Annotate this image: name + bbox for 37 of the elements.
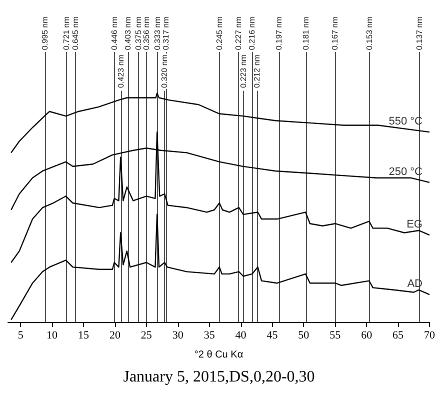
ref-line-label: 0.403 nm xyxy=(123,16,132,50)
ref-line-label: 0.223 nm xyxy=(238,54,248,88)
ref-line-label: 0.137 nm xyxy=(415,16,424,50)
ref-line-label: 0.721 nm xyxy=(62,16,71,50)
x-tick-label: 10 xyxy=(46,330,58,342)
x-tick-label: 70 xyxy=(424,330,436,342)
ref-line-label: 0.167 nm xyxy=(330,16,340,50)
ref-line-label: 0.356 nm xyxy=(142,16,151,50)
x-tick-label: 50 xyxy=(298,330,310,342)
ref-line-label: 0.212 nm xyxy=(252,54,262,88)
x-tick-label: 15 xyxy=(78,330,90,342)
x-tick-label: 30 xyxy=(172,330,184,342)
ref-line-label: 0.227 nm xyxy=(234,16,244,50)
x-tick-label: 65 xyxy=(392,330,404,342)
text: January 5, 2015,DS,0,20-0,30 xyxy=(123,368,315,386)
ref-line-label: 0.320 nm xyxy=(160,54,169,88)
x-axis-title: °2 θ Cu Kα xyxy=(194,350,244,360)
x-tick-label: 20 xyxy=(109,330,121,342)
ref-line-label: 0.317 nm xyxy=(162,16,171,50)
x-tick-label: 60 xyxy=(361,330,373,342)
x-tick-label: 35 xyxy=(204,330,216,342)
x-tick-label: 45 xyxy=(266,330,278,342)
x-tick-label: 40 xyxy=(235,330,247,342)
ref-line-label: 0.446 nm xyxy=(110,16,119,50)
ref-line-label: 0.333 nm xyxy=(152,16,162,50)
x-tick-label: 55 xyxy=(330,330,342,342)
ref-line-label: 0.153 nm xyxy=(364,16,374,50)
ref-line-label: 0.216 nm xyxy=(247,16,256,50)
ref-line-label: 0.645 nm xyxy=(70,16,80,50)
ref-line-label: 0.245 nm xyxy=(215,16,224,50)
x-tick-label: 5 xyxy=(18,330,24,342)
ref-line-label: 0.423 nm xyxy=(116,54,126,88)
ref-line-label: 0.197 nm xyxy=(274,16,284,50)
x-tick-label: 25 xyxy=(140,330,152,342)
ref-line-label: 0.375 nm xyxy=(134,16,143,50)
ref-line-label: 0.181 nm xyxy=(302,16,311,50)
ref-line-label: 0.995 nm xyxy=(40,16,50,50)
